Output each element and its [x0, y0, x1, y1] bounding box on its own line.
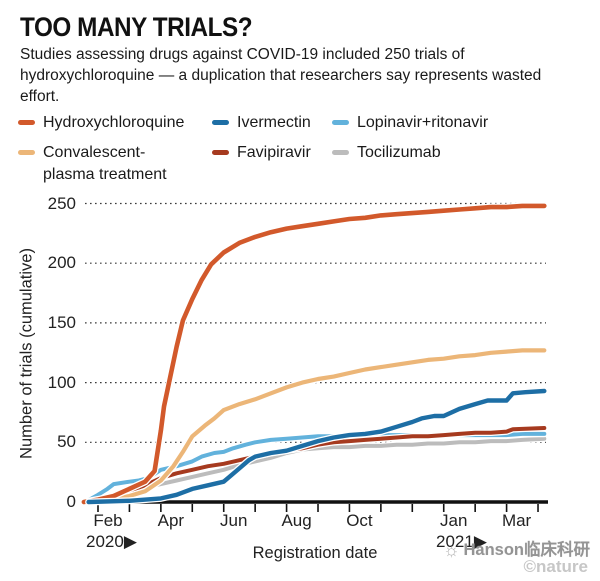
y-axis-title: Number of trials (cumulative) [17, 248, 36, 459]
x-tick-label: Oct [346, 511, 373, 530]
series-line-halo-convalescent-plasma-treatment [88, 347, 548, 506]
y-tick-label: 100 [47, 372, 76, 392]
x-tick-label: Jun [220, 511, 248, 530]
x-tick-label: Mar [501, 511, 532, 530]
x-tick-label: Feb [93, 511, 123, 530]
series-line-halo-favipiravir [104, 424, 548, 506]
legend-swatch-icon [18, 120, 35, 125]
legend-label: Hydroxychloroquine [43, 114, 185, 131]
legend-item-lopinavir-ritonavir: Lopinavir+ritonavir [332, 112, 488, 134]
watermark-brand: Hanson临床科研 [463, 541, 590, 559]
nature-credit: ©nature [523, 557, 588, 576]
series-line-favipiravir [105, 426, 547, 504]
series-line-halo-hydroxychloroquine [80, 202, 548, 506]
legend-item-ivermectin: Ivermectin [212, 112, 311, 134]
series-line-halo-lopinavir-ritonavir [80, 430, 548, 506]
legend-item-tocilizumab: Tocilizumab [332, 142, 441, 164]
series-line-hydroxychloroquine [81, 203, 547, 505]
legend-swatch-icon [212, 150, 229, 155]
legend-item-favipiravir: Favipiravir [212, 142, 311, 164]
legend-swatch-icon [18, 150, 35, 155]
series-line-lopinavir-ritonavir [81, 431, 547, 504]
year-marker-2020: 2020▶ [86, 532, 137, 551]
page-subtitle: Studies assessing drugs against COVID-19… [20, 46, 542, 105]
watermark: ☼ Hanson临床科研 ©nature [428, 540, 590, 577]
y-tick-label: 150 [47, 312, 76, 332]
x-axis-title: Registration date [252, 544, 378, 562]
legend-swatch-icon [332, 150, 349, 155]
series-line-halo-ivermectin [85, 387, 548, 506]
legend-label: Favipiravir [237, 144, 311, 161]
page-title: TOO MANY TRIALS? [20, 12, 253, 42]
series-line-tocilizumab [108, 436, 547, 504]
series-line-convalescent-plasma-treatment [89, 348, 547, 505]
legend-item-convalescent-plasma: Convalescent-plasma treatment [18, 142, 167, 186]
x-tick-label: Apr [157, 511, 185, 530]
y-tick-label: 0 [66, 492, 76, 511]
hanson-logo-icon: ☼ [442, 540, 460, 560]
legend-swatch-icon [212, 120, 229, 125]
y-tick-label: 200 [47, 253, 76, 273]
legend-label: Ivermectin [237, 114, 311, 131]
series-line-ivermectin [86, 388, 547, 505]
legend-label: Lopinavir+ritonavir [357, 114, 489, 131]
legend-item-hydroxychloroquine: Hydroxychloroquine [18, 112, 184, 134]
series-line-halo-tocilizumab [107, 435, 548, 506]
x-tick-label: Jan [440, 511, 468, 530]
y-tick-label: 250 [47, 193, 76, 213]
legend-swatch-icon [332, 120, 349, 125]
y-tick-label: 50 [57, 432, 76, 452]
legend-label: Tocilizumab [357, 144, 441, 161]
legend-label: Convalescent-plasma treatment [43, 144, 167, 183]
x-tick-label: Aug [281, 511, 312, 530]
year-marker-2021: 2021▶ [436, 532, 487, 551]
